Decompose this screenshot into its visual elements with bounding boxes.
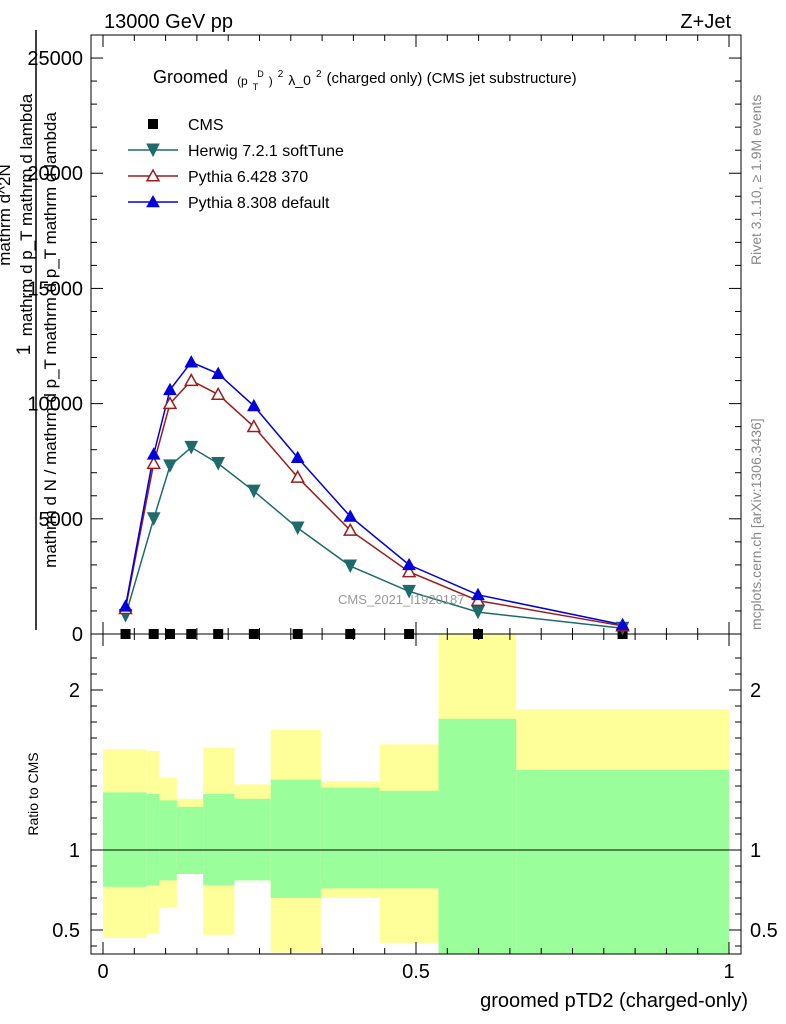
inner-band-bin bbox=[146, 794, 160, 886]
pythia8-point bbox=[290, 450, 305, 464]
cms-point bbox=[404, 629, 415, 639]
ratio-y-tick-label: 1 bbox=[69, 840, 80, 862]
pythia6-point bbox=[162, 396, 178, 410]
pythia8-point bbox=[118, 599, 133, 612]
axis-tick-labels: 0 5000 10000 15000 20000 25000 0 0.5 1 0.5 0.5 1 1 2 2 bbox=[27, 48, 777, 983]
pythia8-point bbox=[471, 587, 485, 601]
pythia6-point bbox=[342, 522, 358, 536]
inner-band-bin bbox=[516, 770, 729, 954]
x-axis-label: groomed pTD2 (charged-only) bbox=[480, 990, 748, 1012]
ratio-ylabel: Ratio to CMS bbox=[25, 752, 41, 835]
rivet-label: Rivet 3.1.10, ≥ 1.9M events bbox=[748, 95, 764, 265]
cms-point bbox=[148, 629, 159, 639]
y-tick-label: 25000 bbox=[27, 48, 83, 70]
pythia6-point bbox=[183, 373, 199, 387]
legend-label: CMS bbox=[188, 117, 224, 134]
pythia6-point bbox=[210, 386, 226, 400]
ylabel-numerator: 1 bbox=[14, 345, 35, 356]
inner-band-bin bbox=[159, 800, 177, 881]
cms-point bbox=[472, 629, 483, 639]
legend-label: Pythia 6.428 370 bbox=[188, 169, 308, 186]
ratio-y-tick-label: 2 bbox=[69, 680, 80, 702]
ylabel-denominator: mathrm d N / mathrm d p_T mathrm d p_T m… bbox=[41, 112, 60, 568]
herwig-point bbox=[146, 512, 161, 526]
y-tick-label: 0 bbox=[72, 624, 83, 646]
inner-band-bin bbox=[234, 798, 271, 881]
header-process: Z+Jet bbox=[680, 11, 731, 33]
herwig-point bbox=[247, 484, 261, 499]
legend-marker bbox=[146, 194, 160, 208]
herwig-point bbox=[402, 584, 416, 599]
header-energy: 13000 GeV pp bbox=[104, 11, 233, 33]
cms-point bbox=[164, 629, 175, 639]
pythia8-point bbox=[402, 557, 416, 571]
inner-band-bin bbox=[438, 718, 517, 954]
pythia6-point bbox=[146, 455, 161, 470]
cms-point bbox=[186, 629, 197, 639]
y-tick-label: 20000 bbox=[27, 163, 83, 185]
legend-marker bbox=[145, 168, 161, 182]
pythia6-point bbox=[246, 419, 262, 433]
herwig-point bbox=[184, 440, 199, 455]
legend-marker bbox=[148, 119, 158, 129]
watermark: CMS_2021_I1920187 bbox=[338, 592, 465, 607]
ratio-inner-band bbox=[103, 718, 729, 954]
y-tick-label: 10000 bbox=[27, 394, 83, 416]
cms-point bbox=[120, 629, 131, 639]
main-ylabel-inner: mathrm d^2N mathrm d p_T mathrm d lambda bbox=[0, 93, 36, 336]
mcplots-label: mcplots.cern.ch [arXiv:1306.3436] bbox=[748, 418, 764, 630]
pythia6-line bbox=[124, 379, 623, 627]
herwig-point bbox=[211, 457, 225, 471]
main-ylabel: 1 mathrm d N / mathrm d p_T mathrm d p_T… bbox=[14, 30, 60, 630]
legend-label: Herwig 7.2.1 softTune bbox=[188, 143, 344, 160]
pythia8-line bbox=[124, 361, 623, 626]
y-tick-label: 15000 bbox=[27, 278, 83, 300]
inner-band-bin bbox=[320, 787, 380, 889]
cms-point bbox=[292, 629, 303, 639]
inner-band-bin bbox=[203, 794, 235, 886]
x-tick-label: 0.5 bbox=[402, 961, 430, 983]
ylabel-inner-numerator: mathrm d^2N bbox=[0, 164, 14, 266]
cms-point bbox=[213, 629, 224, 639]
ratio-y-tick-label-right: 2 bbox=[750, 680, 761, 702]
chart-title: Groomed (p T D ) 2 λ_0 2 (charged only) … bbox=[153, 61, 577, 94]
ylabel-inner-denominator: mathrm d p_T mathrm d lambda bbox=[17, 93, 36, 336]
pythia8-point bbox=[211, 366, 226, 379]
series-markers bbox=[118, 355, 630, 639]
ratio-y-tick-label-right: 0.5 bbox=[750, 920, 778, 942]
inner-band-bin bbox=[176, 806, 204, 874]
ratio-y-tick-label: 0.5 bbox=[52, 920, 80, 942]
cms-point bbox=[248, 629, 259, 639]
x-tick-label: 1 bbox=[723, 961, 734, 983]
herwig-point bbox=[290, 521, 305, 536]
inner-band-bin bbox=[379, 790, 439, 889]
pythia6-point bbox=[290, 469, 305, 483]
inner-band-bin bbox=[270, 779, 321, 898]
pythia8-point bbox=[146, 447, 161, 460]
legend: CMS Herwig 7.2.1 softTune Pythia 6.428 370… bbox=[128, 117, 344, 212]
legend-marker bbox=[146, 143, 160, 158]
cms-point bbox=[345, 629, 356, 639]
herwig-point bbox=[343, 559, 358, 574]
inner-band-bin bbox=[103, 792, 147, 887]
series-lines bbox=[124, 361, 623, 629]
herwig-point bbox=[163, 459, 177, 473]
ratio-y-tick-label-right: 1 bbox=[750, 840, 761, 862]
legend-label: Pythia 8.308 default bbox=[188, 195, 330, 212]
x-tick-label: 0 bbox=[97, 961, 108, 983]
y-tick-label: 5000 bbox=[39, 509, 84, 531]
pythia8-point bbox=[184, 355, 199, 368]
pythia6-point bbox=[401, 564, 417, 578]
pythia8-point bbox=[615, 617, 630, 631]
pythia8-point bbox=[343, 509, 358, 522]
pythia8-point bbox=[163, 382, 177, 396]
pythia8-point bbox=[247, 398, 261, 412]
